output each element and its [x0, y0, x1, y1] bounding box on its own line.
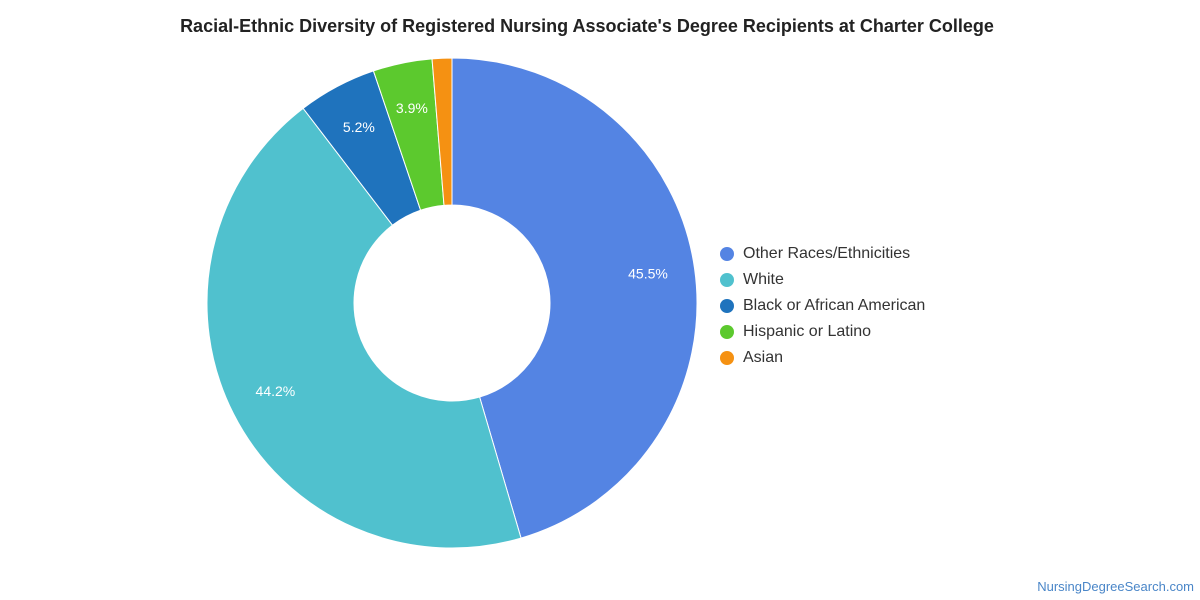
source-credit[interactable]: NursingDegreeSearch.com: [1037, 579, 1194, 594]
slice-labels: 45.5% 44.2% 5.2% 3.9%: [256, 100, 668, 399]
slice-white[interactable]: [206, 107, 522, 549]
legend-item-black-or-african-american[interactable]: Black or African American: [720, 293, 925, 319]
slice-label-black-or-african-american: 5.2%: [343, 119, 375, 135]
legend-swatch-icon: [720, 351, 734, 365]
legend-label: Black or African American: [743, 297, 926, 314]
slice-label-hispanic-or-latino: 3.9%: [396, 100, 428, 116]
legend-item-hispanic-or-latino[interactable]: Hispanic or Latino: [720, 319, 925, 345]
slice-label-white: 44.2%: [256, 383, 296, 399]
legend-swatch-icon: [720, 247, 734, 261]
donut-slices: [206, 57, 698, 549]
legend-swatch-icon: [720, 299, 734, 313]
legend-item-asian[interactable]: Asian: [720, 345, 925, 371]
slice-other-races-ethnicities[interactable]: [451, 57, 698, 539]
legend-item-white[interactable]: White: [720, 267, 925, 293]
slice-label-other-races-ethnicities: 45.5%: [628, 266, 668, 282]
slice-asian[interactable]: [431, 57, 453, 206]
chart-title: Racial-Ethnic Diversity of Registered Nu…: [180, 16, 994, 36]
legend-swatch-icon: [720, 273, 734, 287]
legend-swatch-icon: [720, 325, 734, 339]
legend-label: Hispanic or Latino: [743, 323, 872, 340]
legend-label: Asian: [743, 349, 784, 366]
legend-label: Other Races/Ethnicities: [743, 245, 911, 262]
legend-item-other-races-ethnicities[interactable]: Other Races/Ethnicities: [720, 241, 925, 267]
legend-label: White: [743, 271, 784, 288]
chart-legend: Other Races/Ethnicities White Black or Afr…: [720, 241, 925, 371]
